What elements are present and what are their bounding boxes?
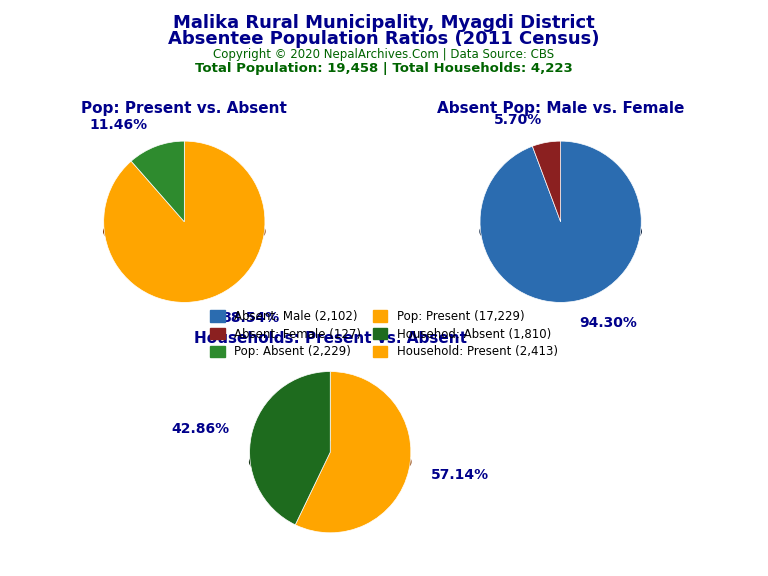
Polygon shape xyxy=(295,442,411,482)
Text: Copyright © 2020 NepalArchives.Com | Data Source: CBS: Copyright © 2020 NepalArchives.Com | Dat… xyxy=(214,48,554,61)
Polygon shape xyxy=(532,211,561,232)
Wedge shape xyxy=(532,141,561,222)
Title: Households: Present vs. Absent: Households: Present vs. Absent xyxy=(194,331,467,346)
Polygon shape xyxy=(131,211,184,232)
Wedge shape xyxy=(104,141,265,302)
Polygon shape xyxy=(250,442,330,480)
Text: 57.14%: 57.14% xyxy=(431,468,489,482)
Text: 5.70%: 5.70% xyxy=(494,113,542,127)
Wedge shape xyxy=(295,372,411,533)
Title: Pop: Present vs. Absent: Pop: Present vs. Absent xyxy=(81,101,287,116)
Title: Absent Pop: Male vs. Female: Absent Pop: Male vs. Female xyxy=(437,101,684,116)
Wedge shape xyxy=(250,372,330,525)
Text: 88.54%: 88.54% xyxy=(220,312,279,325)
Legend: Absent: Male (2,102), Absent: Female (127), Pop: Absent (2,229), Pop: Present (1: Absent: Male (2,102), Absent: Female (12… xyxy=(207,306,561,362)
Text: 42.86%: 42.86% xyxy=(171,422,230,436)
Polygon shape xyxy=(480,211,641,252)
Text: 94.30%: 94.30% xyxy=(579,316,637,330)
Wedge shape xyxy=(480,141,641,302)
Polygon shape xyxy=(104,211,265,252)
Text: Absentee Population Ratios (2011 Census): Absentee Population Ratios (2011 Census) xyxy=(168,30,600,48)
Text: Malika Rural Municipality, Myagdi District: Malika Rural Municipality, Myagdi Distri… xyxy=(173,14,595,32)
Text: Total Population: 19,458 | Total Households: 4,223: Total Population: 19,458 | Total Househo… xyxy=(195,62,573,75)
Text: 11.46%: 11.46% xyxy=(90,118,148,132)
Wedge shape xyxy=(131,141,184,222)
